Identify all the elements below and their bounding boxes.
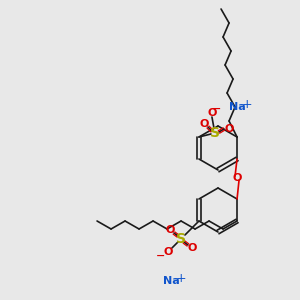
Text: S: S [210,126,220,140]
Text: +: + [242,98,252,112]
Text: −: − [212,104,222,114]
Text: O: O [207,108,217,118]
Text: Na: Na [163,276,179,286]
Text: O: O [224,124,234,134]
Text: O: O [232,173,242,183]
Text: O: O [199,119,208,129]
Text: −: − [156,251,166,261]
Text: O: O [187,243,196,253]
Text: Na: Na [229,102,245,112]
Text: O: O [163,247,172,257]
Text: S: S [176,232,186,246]
Text: +: + [176,272,186,286]
Text: O: O [165,225,175,235]
